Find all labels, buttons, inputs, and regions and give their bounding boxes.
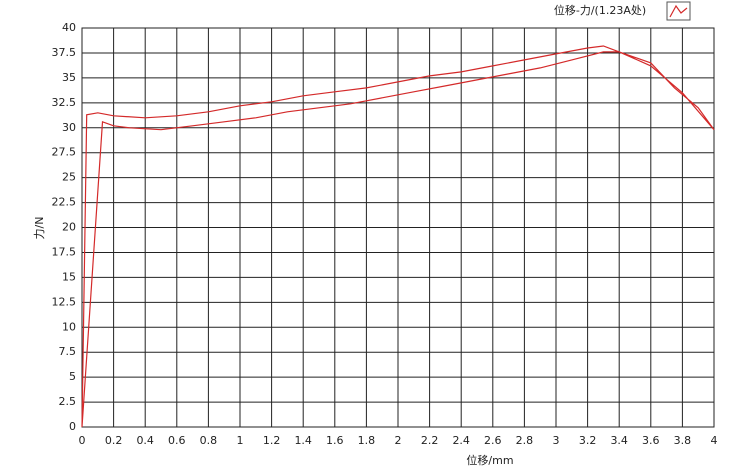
data-line <box>81 45 715 428</box>
x-tick-label: 2.8 <box>516 434 534 447</box>
y-tick-label: 10 <box>62 320 76 333</box>
y-tick-label: 2.5 <box>59 395 77 408</box>
y-tick-label: 0 <box>69 420 76 433</box>
x-tick-label: 0.6 <box>168 434 186 447</box>
y-tick-label: 5 <box>69 370 76 383</box>
x-tick-label: 0.2 <box>105 434 123 447</box>
y-tick-label: 15 <box>62 270 76 283</box>
x-tick-label: 3.4 <box>610 434 628 447</box>
y-axis-label: 力/N <box>33 217 46 240</box>
y-tick-label: 40 <box>62 21 76 34</box>
x-axis-label: 位移/mm <box>466 453 513 467</box>
x-tick-label: 3 <box>553 434 560 447</box>
y-tick-label: 27.5 <box>52 146 77 159</box>
y-tick-label: 17.5 <box>52 245 77 258</box>
x-tick-label: 1 <box>237 434 244 447</box>
y-tick-label: 35 <box>62 71 76 84</box>
y-tick-label: 25 <box>62 171 76 184</box>
x-tick-label: 2.4 <box>452 434 470 447</box>
y-tick-label: 37.5 <box>52 46 77 59</box>
x-tick-label: 3.2 <box>579 434 597 447</box>
x-tick-label: 2 <box>395 434 402 447</box>
legend-icon <box>669 4 688 18</box>
y-tick-label: 30 <box>62 121 76 134</box>
x-tick-label: 4 <box>711 434 718 447</box>
y-tick-label: 20 <box>62 221 76 234</box>
y-tick-label: 7.5 <box>59 345 77 358</box>
x-tick-label: 0.8 <box>200 434 218 447</box>
x-tick-label: 3.8 <box>674 434 692 447</box>
x-tick-label: 3.6 <box>642 434 660 447</box>
x-tick-label: 1.6 <box>326 434 344 447</box>
y-tick-label: 12.5 <box>52 295 77 308</box>
legend-label: 位移-力/(1.23A处) <box>554 3 646 17</box>
x-tick-label: 2.6 <box>484 434 502 447</box>
x-tick-label: 0.4 <box>136 434 154 447</box>
x-tick-label: 0 <box>79 434 86 447</box>
x-tick-label: 2.2 <box>421 434 439 447</box>
x-tick-label: 1.4 <box>294 434 312 447</box>
legend-box <box>666 1 691 21</box>
y-tick-label: 32.5 <box>52 96 77 109</box>
x-tick-label: 1.2 <box>263 434 281 447</box>
x-tick-label: 1.8 <box>358 434 376 447</box>
y-tick-label: 22.5 <box>52 196 77 209</box>
